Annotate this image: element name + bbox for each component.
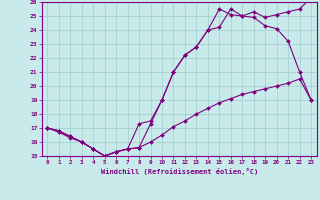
X-axis label: Windchill (Refroidissement éolien,°C): Windchill (Refroidissement éolien,°C) (100, 168, 258, 175)
